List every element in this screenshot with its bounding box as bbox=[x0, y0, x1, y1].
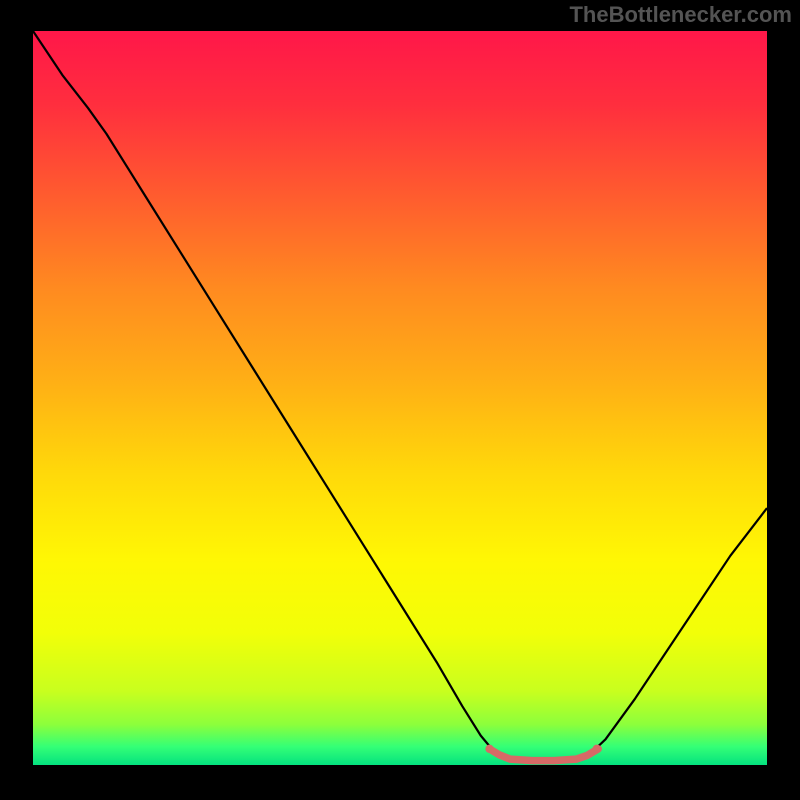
gradient-background bbox=[33, 31, 767, 765]
chart-container: TheBottlenecker.com bbox=[0, 0, 800, 800]
highlight-cap-left bbox=[485, 745, 493, 753]
plot-svg bbox=[33, 31, 767, 765]
plot-area bbox=[33, 31, 767, 765]
watermark-text: TheBottlenecker.com bbox=[569, 2, 792, 28]
highlight-cap-right bbox=[593, 745, 601, 753]
